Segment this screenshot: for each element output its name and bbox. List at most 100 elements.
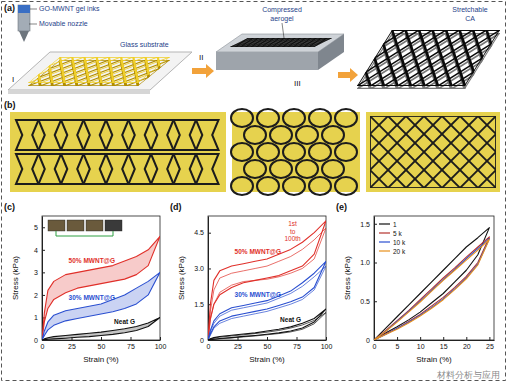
- x-tick: 25: [486, 337, 494, 350]
- lattice-strut: [425, 30, 501, 86]
- curved-cell: [296, 126, 318, 144]
- plot-frame: [42, 216, 160, 340]
- schematic-label: aerogel: [270, 15, 294, 23]
- y-axis-title: Stress (kPa): [177, 256, 186, 300]
- tick-mark: [297, 337, 298, 340]
- lattice-strut: [370, 116, 442, 188]
- lattice-strut: [150, 57, 170, 83]
- tick-label: 1: [34, 314, 38, 321]
- lattice-strut: [370, 116, 442, 188]
- reentrant-cell: [61, 120, 84, 150]
- tick-mark: [374, 301, 377, 302]
- lattice-strut: [319, 38, 332, 47]
- tick-label: 50: [98, 343, 106, 350]
- stretchable-lattice-shadow: [236, 33, 507, 89]
- reentrant-cell: [151, 154, 174, 184]
- tick-label: 0: [41, 343, 45, 350]
- chart: 051015202500.51.01.5Strain (%)Stress (kP…: [343, 216, 495, 364]
- x-tick: 25: [234, 337, 242, 350]
- x-tick: 50: [264, 337, 272, 350]
- lattice: [357, 30, 500, 86]
- y-tick: 0.5: [360, 298, 377, 305]
- lattice-strut: [230, 38, 243, 47]
- legend-swatch: [379, 250, 390, 251]
- tick-label: 50: [264, 343, 272, 350]
- annotation: to: [290, 228, 296, 235]
- tick-label: 0: [373, 343, 377, 350]
- reentrant-cell: [84, 120, 107, 150]
- hysteresis-loop: [42, 272, 160, 340]
- tick-label: 2: [34, 292, 38, 299]
- tick-mark: [160, 337, 161, 340]
- axis-line: [374, 217, 375, 341]
- lattice-strut: [357, 30, 446, 86]
- legend: 15 k10 k20 k: [379, 221, 406, 255]
- leader-line: [30, 9, 37, 10]
- step-label: II: [199, 53, 203, 62]
- photo: [366, 112, 500, 192]
- hysteresis-loop: [208, 228, 326, 340]
- curved-cell: [270, 126, 292, 144]
- lattice-strut: [411, 30, 500, 86]
- inset-photo: [67, 220, 84, 231]
- mold-slot: [230, 38, 332, 47]
- legend-swatch: [379, 241, 390, 242]
- lattice-strut: [114, 57, 170, 83]
- inset-photo: [86, 220, 103, 231]
- axis-line: [43, 340, 161, 341]
- legend-entry: 5 k: [393, 230, 402, 237]
- tick-mark: [42, 340, 45, 341]
- lattice-strut: [357, 30, 433, 86]
- tick-mark: [443, 337, 444, 340]
- lattice-strut: [230, 38, 243, 47]
- lattice-strut: [371, 30, 460, 86]
- axis-line: [375, 340, 495, 341]
- lattice-strut: [438, 30, 500, 86]
- tick-label: 10: [417, 343, 425, 350]
- reentrant-cell: [174, 120, 197, 150]
- tick-mark: [374, 340, 377, 341]
- legend-swatch: [379, 223, 390, 224]
- y-axis: 00.51.01.5: [360, 217, 377, 344]
- curved-cell: [270, 160, 292, 178]
- y-tick: 4: [34, 247, 45, 254]
- schematic-label: Stretchable: [452, 6, 488, 13]
- figure: (a)(b)(c)(d)(e)GO-MWNT gel inksMovable n…: [0, 0, 507, 382]
- lattice-strut: [28, 57, 36, 83]
- lattice-strut: [478, 116, 496, 188]
- lattice-strut: [298, 38, 321, 47]
- series-label: 50% MWNT@G: [235, 248, 281, 255]
- lattice-strut: [424, 116, 496, 188]
- hysteresis-loop: [374, 228, 489, 340]
- tick-label: 0: [34, 337, 38, 344]
- lattice-strut: [406, 116, 478, 188]
- x-tick: 5: [396, 337, 400, 350]
- reentrant-cell: [129, 154, 152, 184]
- y-tick: 3.0: [194, 265, 211, 272]
- legend-entry: 20 k: [393, 248, 406, 255]
- photo-lattice: [208, 116, 507, 188]
- lattice-strut: [384, 30, 473, 86]
- axis-line: [42, 217, 43, 341]
- plot-marks: [374, 228, 489, 340]
- tick-label: 3: [34, 269, 38, 276]
- reentrant-cell: [39, 120, 62, 150]
- panel-label: (b): [4, 100, 16, 110]
- tick-mark: [374, 224, 377, 225]
- leader-line: [282, 23, 284, 38]
- lattice-strut: [370, 116, 388, 188]
- tick-label: 1.5: [194, 301, 204, 308]
- lattice-strut: [114, 57, 170, 83]
- tick-label: 75: [127, 343, 135, 350]
- curved-cell: [283, 143, 305, 161]
- y-tick: 1.5: [194, 301, 211, 308]
- tick-label: 75: [293, 343, 301, 350]
- reentrant-cell: [174, 154, 197, 184]
- leader-line: [29, 24, 37, 25]
- x-tick: 75: [293, 337, 301, 350]
- glass-substrate-edge: [8, 90, 150, 94]
- y-tick: 3: [34, 269, 45, 276]
- series-label: Neat G: [114, 318, 135, 325]
- y-tick: 5: [34, 224, 45, 231]
- tick-label: 4.5: [194, 229, 204, 236]
